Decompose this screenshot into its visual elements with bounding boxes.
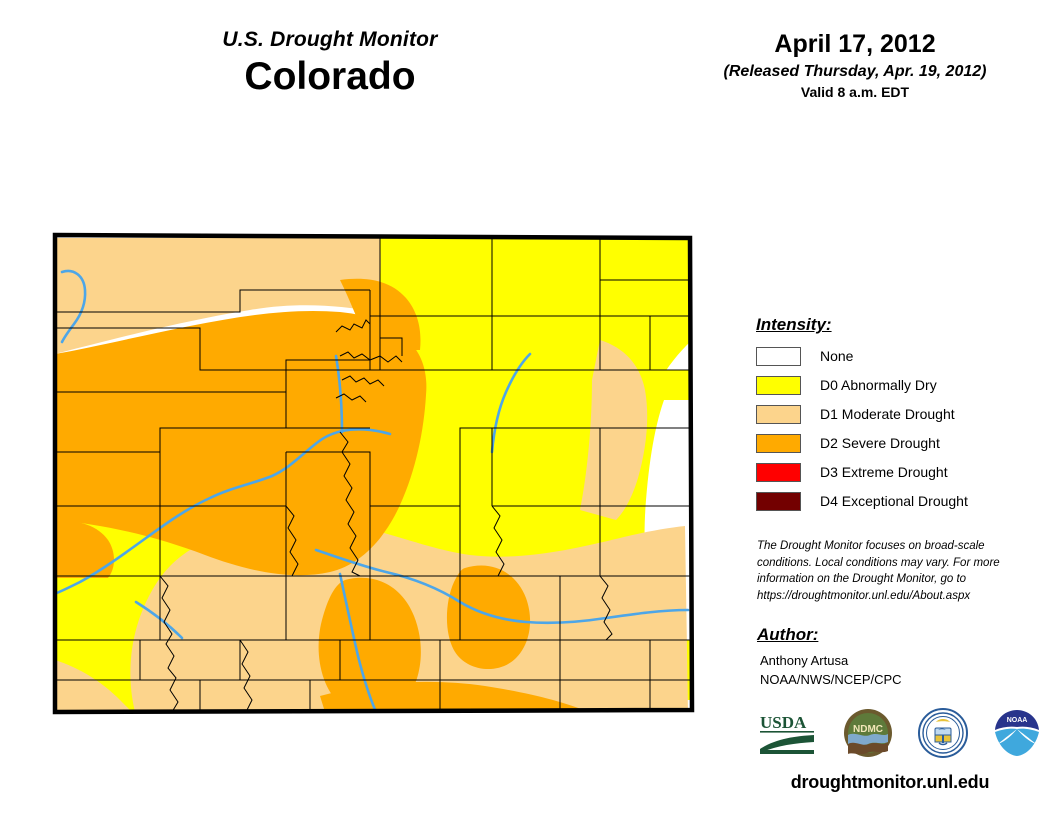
legend-item-none[interactable]: None: [756, 344, 1046, 368]
legend-swatch-d4: [756, 491, 801, 511]
legend-swatch-d3: [756, 462, 801, 482]
drought-map[interactable]: [40, 220, 740, 730]
legend-label-d1: D1 Moderate Drought: [820, 406, 955, 422]
disclaimer-line-2: conditions. Local conditions may vary. F…: [757, 556, 1000, 569]
region-d2-south-strip: [320, 681, 588, 712]
map-drought-layers: [55, 235, 692, 712]
region-d2-east-blob: [446, 565, 531, 670]
legend-label-d0: D0 Abnormally Dry: [820, 377, 937, 393]
footer-url[interactable]: droughtmonitor.unl.edu: [790, 772, 990, 792]
disclaimer-line-1: The Drought Monitor focuses on broad-sca…: [757, 540, 985, 552]
region-d1-east-mid: [580, 340, 648, 520]
author-heading: Author:: [757, 625, 819, 644]
svg-text:USDA: USDA: [760, 713, 807, 732]
svg-text:NDMC: NDMC: [853, 724, 883, 735]
legend-swatch-d2: [756, 433, 801, 453]
region-d2-south-central: [318, 577, 421, 712]
colorado-drought-map-svg[interactable]: [40, 220, 740, 730]
valid-time: Valid 8 a.m. EDT: [800, 83, 910, 100]
author-name: Anthony Artusa: [760, 653, 849, 668]
river-south-platte: [338, 572, 378, 712]
legend-item-d2[interactable]: D2 Severe Drought: [756, 431, 1046, 455]
region-title: Colorado: [244, 55, 416, 99]
map-date: April 17, 2012: [774, 30, 936, 58]
legend-panel: Intensity: None D0 Abnormally Dry D1 Mod…: [756, 315, 1046, 518]
legend-swatch-d1: [756, 404, 801, 424]
map-county-lines: [55, 238, 692, 712]
legend-item-d3[interactable]: D3 Extreme Drought: [756, 460, 1046, 484]
river-colorado: [55, 428, 392, 596]
legend-swatch-none: [756, 346, 801, 366]
release-date: (Released Thursday, Apr. 19, 2012): [723, 62, 987, 80]
state-outline: [52, 232, 695, 715]
disclaimer-line-3: information on the Drought Monitor, go t…: [757, 573, 967, 586]
legend-label-d4: D4 Exceptional Drought: [820, 493, 968, 509]
region-d1-north: [55, 238, 381, 354]
usda-logo[interactable]: USDA: [757, 711, 819, 755]
legend-label-d2: D2 Severe Drought: [820, 435, 940, 451]
region-d1-southwest-wedge: [55, 660, 132, 712]
legend-label-none: None: [820, 348, 854, 364]
author-panel: Author: Anthony Artusa NOAA/NWS/NCEP/CPC: [757, 625, 1037, 690]
legend-item-d1[interactable]: D1 Moderate Drought: [756, 402, 1046, 426]
page-title: U.S. Drought Monitor: [222, 28, 438, 51]
svg-text:NOAA: NOAA: [1007, 717, 1028, 724]
logo-row: USDA NDMC NOAA: [757, 702, 1042, 764]
legend-heading: Intensity:: [756, 315, 832, 334]
disclaimer-link[interactable]: https://droughtmonitor.unl.edu/About.asp…: [757, 590, 971, 603]
legend-label-d3: D3 Extreme Drought: [820, 464, 948, 480]
river-platte-north: [490, 352, 532, 454]
river-front-range: [334, 354, 344, 434]
map-rivers: [55, 269, 690, 712]
region-d2-sw-edge: [55, 520, 114, 578]
header-title-block: U.S. Drought Monitor Colorado: [0, 28, 660, 100]
region-d2-northwest: [55, 310, 427, 576]
unl-logo[interactable]: [917, 708, 968, 758]
river-arkansas: [314, 548, 690, 625]
header-date-block: April 17, 2012 (Released Thursday, Apr. …: [690, 30, 1020, 101]
disclaimer-text: The Drought Monitor focuses on broad-sca…: [757, 538, 1035, 605]
noaa-logo[interactable]: NOAA: [992, 708, 1042, 758]
legend-item-d4[interactable]: D4 Exceptional Drought: [756, 489, 1046, 513]
legend-item-d0[interactable]: D0 Abnormally Dry: [756, 373, 1046, 397]
ndmc-logo[interactable]: NDMC: [843, 708, 893, 758]
author-affiliation: NOAA/NWS/NCEP/CPC: [760, 671, 902, 687]
legend-swatch-d0: [756, 375, 801, 395]
river-northwest-loop: [60, 269, 87, 344]
